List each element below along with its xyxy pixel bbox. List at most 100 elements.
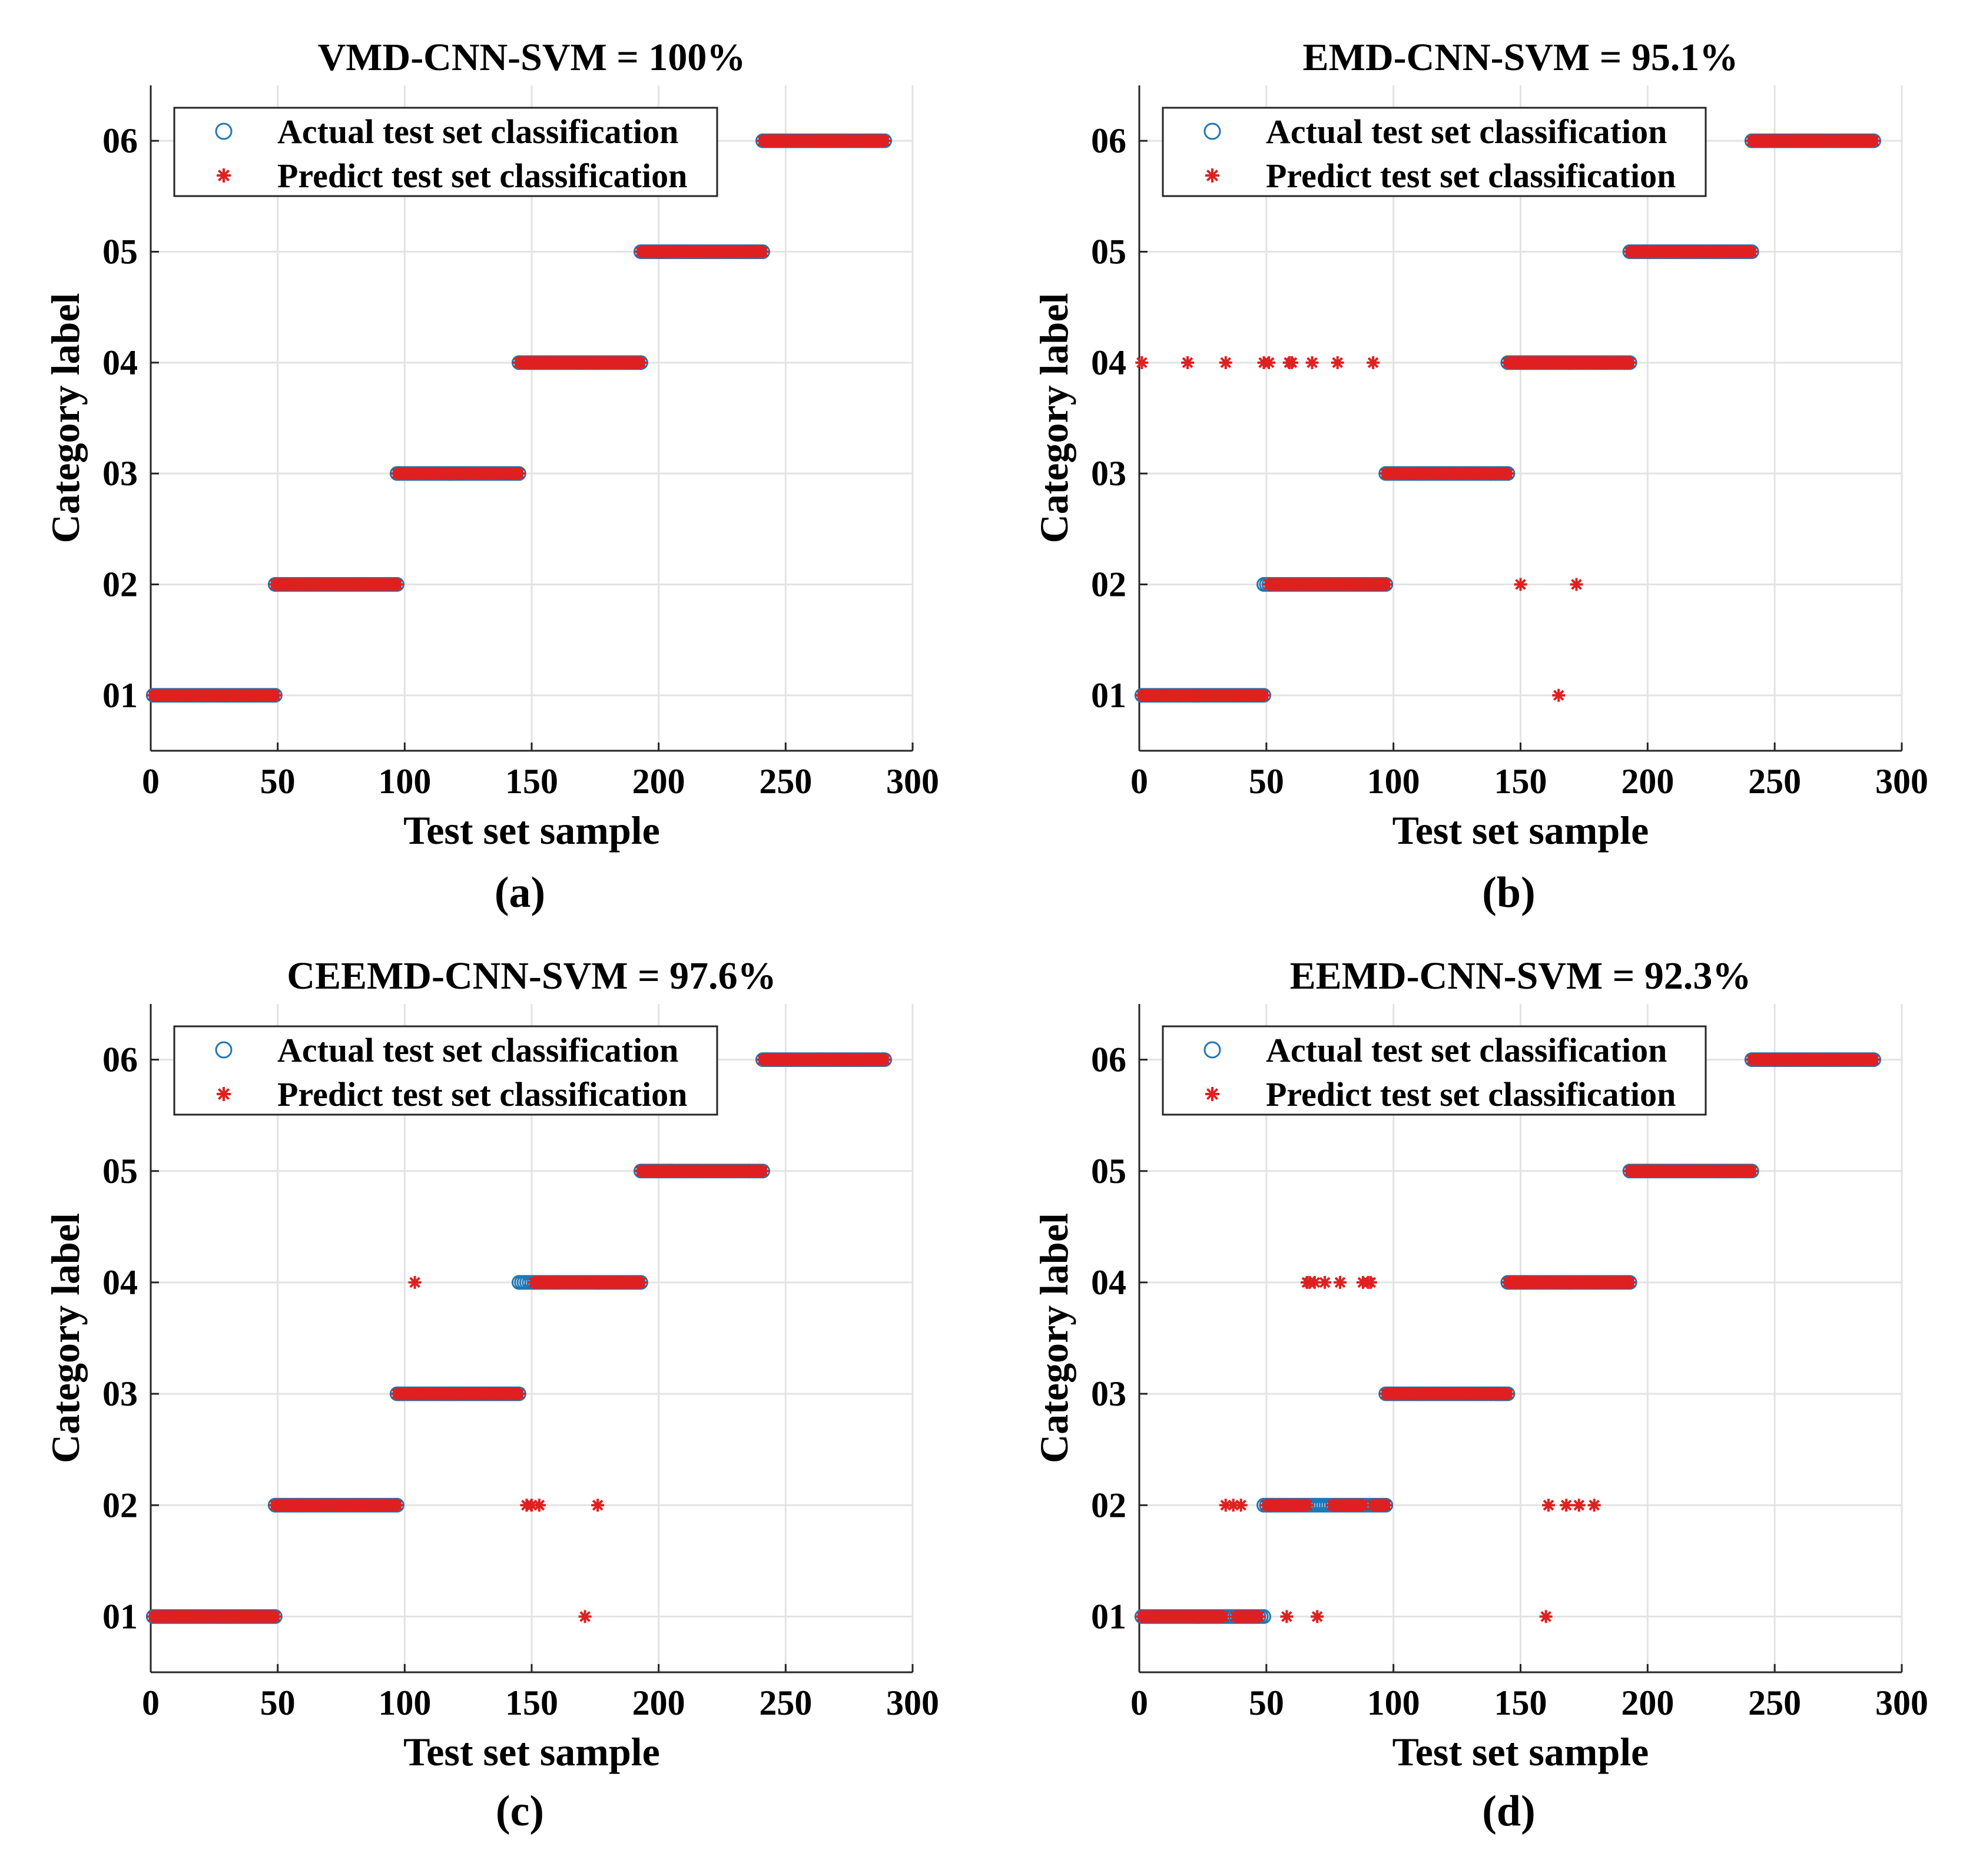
predict-point xyxy=(1356,1499,1370,1512)
x-axis-label: Test set sample xyxy=(403,808,660,853)
predict-point xyxy=(1379,578,1392,591)
predict-point xyxy=(1252,1610,1265,1623)
y-tick-label: 03 xyxy=(1091,1374,1126,1413)
legend-box xyxy=(1162,1025,1707,1116)
predict-point xyxy=(591,1499,605,1512)
predict-point xyxy=(1257,688,1271,702)
chart-title: EMD-CNN-SVM = 95.1% xyxy=(1303,36,1739,79)
y-axis-label: Category label xyxy=(43,1213,88,1463)
legend-predict-label: Predict test set classification xyxy=(277,157,687,195)
legend-box xyxy=(1162,107,1707,197)
y-tick-label: 06 xyxy=(102,1040,138,1079)
predict-point xyxy=(1334,1275,1347,1289)
predict-point xyxy=(1379,1499,1392,1512)
legend-actual-marker xyxy=(1203,122,1221,140)
y-tick-label: 03 xyxy=(102,1374,138,1413)
panel-caption: (c) xyxy=(496,1787,544,1835)
x-tick-label: 150 xyxy=(1494,762,1547,801)
predict-point xyxy=(1552,688,1566,702)
panel-caption: (a) xyxy=(495,869,545,917)
x-tick-label: 250 xyxy=(759,1683,812,1722)
x-tick-label: 150 xyxy=(505,762,558,801)
predict-point xyxy=(268,1610,282,1623)
predict-point xyxy=(756,245,770,258)
legend-actual-label: Actual test set classification xyxy=(277,112,678,151)
predict-point xyxy=(1501,1387,1514,1401)
predict-point xyxy=(634,356,648,369)
x-axis-label: Test set sample xyxy=(403,1729,660,1774)
chart-title: CEEMD-CNN-SVM = 97.6% xyxy=(287,954,776,997)
x-axis-label: Test set sample xyxy=(1392,808,1649,853)
x-tick-label: 0 xyxy=(142,1683,160,1722)
x-tick-label: 250 xyxy=(1748,1683,1801,1722)
x-tick-label: 150 xyxy=(505,1683,558,1722)
legend-actual-label: Actual test set classification xyxy=(277,1031,678,1069)
legend-actual-label: Actual test set classification xyxy=(1266,1031,1667,1069)
chart-panel-2: 0 50 100 150 200 250 300 01 02 03 04 05 06 EMD-CNN-SV… xyxy=(1032,36,1928,917)
predict-point xyxy=(1219,1499,1232,1512)
predict-point xyxy=(390,1499,404,1512)
legend-actual-marker xyxy=(1203,1041,1221,1059)
y-tick-label: 05 xyxy=(102,233,138,271)
y-tick-label: 02 xyxy=(102,1486,138,1524)
predict-point xyxy=(408,1275,422,1289)
y-axis-label: Category label xyxy=(43,293,88,543)
y-tick-label: 05 xyxy=(102,1152,138,1191)
predict-point xyxy=(525,1499,538,1512)
predict-point xyxy=(1331,356,1344,369)
y-tick-label: 03 xyxy=(102,454,138,493)
y-tick-label: 02 xyxy=(1091,1486,1126,1524)
predict-point xyxy=(1745,245,1759,258)
y-axis-label: Category label xyxy=(1032,1213,1076,1463)
predict-point xyxy=(1311,1610,1324,1623)
predict-point xyxy=(532,1499,546,1512)
predict-point xyxy=(1305,356,1319,369)
predict-point xyxy=(1539,1610,1553,1623)
predict-point xyxy=(634,1275,648,1289)
legend-box xyxy=(173,107,718,197)
predict-point xyxy=(878,134,891,148)
y-tick-label: 05 xyxy=(1091,233,1126,271)
predict-point xyxy=(1364,1275,1377,1289)
x-tick-label: 0 xyxy=(1130,762,1148,801)
x-tick-label: 300 xyxy=(886,762,939,801)
chart-panel-1: 0 50 100 150 200 250 300 01 02 03 04 05 06 VMD-CNN-SV… xyxy=(43,36,939,917)
legend-predict-marker xyxy=(217,1087,231,1101)
predict-point xyxy=(1300,1499,1314,1512)
y-tick-label: 04 xyxy=(102,343,138,382)
predict-point xyxy=(1216,1610,1230,1623)
x-tick-label: 300 xyxy=(1875,1683,1928,1722)
y-tick-label: 06 xyxy=(1091,121,1126,160)
legend-actual-label: Actual test set classification xyxy=(1266,112,1667,151)
predict-point xyxy=(1285,356,1298,369)
x-tick-label: 250 xyxy=(1748,762,1801,801)
y-tick-label: 05 xyxy=(1091,1152,1126,1191)
x-tick-label: 50 xyxy=(1249,762,1284,801)
predict-point xyxy=(578,1610,592,1623)
x-tick-label: 200 xyxy=(1621,762,1674,801)
x-tick-label: 250 xyxy=(759,762,812,801)
x-tick-label: 100 xyxy=(1367,1683,1420,1722)
y-tick-label: 02 xyxy=(1091,565,1126,604)
y-tick-label: 06 xyxy=(1091,1040,1126,1079)
predict-point xyxy=(1501,467,1514,480)
y-tick-label: 02 xyxy=(102,565,138,604)
x-tick-label: 0 xyxy=(142,762,160,801)
predict-point xyxy=(1226,1499,1240,1512)
predict-point xyxy=(1587,1499,1601,1512)
chart-panel-3: 0 50 100 150 200 250 300 01 02 03 04 05 06 CEEMD-CNN-… xyxy=(43,954,939,1835)
y-tick-label: 04 xyxy=(1091,343,1126,382)
predict-point xyxy=(1623,356,1637,369)
legend-box xyxy=(173,1025,718,1116)
predict-point xyxy=(1560,1499,1573,1512)
predict-point xyxy=(1514,578,1527,591)
x-tick-label: 50 xyxy=(260,1683,296,1722)
x-tick-label: 200 xyxy=(632,1683,685,1722)
panel-caption: (d) xyxy=(1482,1787,1535,1835)
predict-point xyxy=(512,1387,526,1401)
predict-point xyxy=(1867,1053,1881,1066)
x-tick-label: 200 xyxy=(632,762,685,801)
predict-point xyxy=(1181,356,1195,369)
legend-predict-marker xyxy=(1205,168,1219,183)
